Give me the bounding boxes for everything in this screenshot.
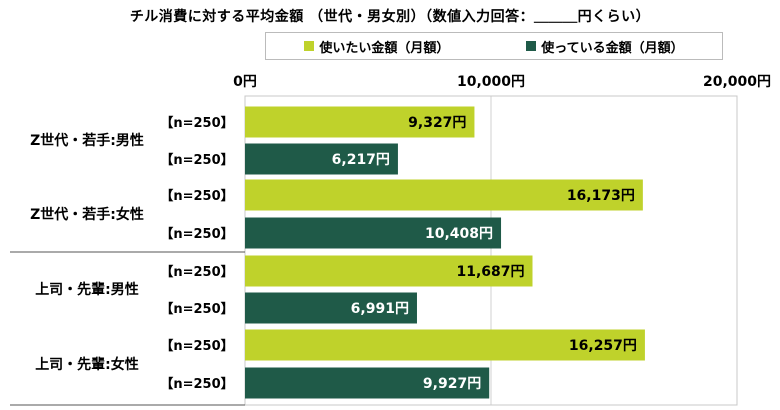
group-label: 上司・先輩:男性 xyxy=(35,281,139,298)
bar-value-label: 9,927円 xyxy=(423,376,481,392)
n-label: 【n=250】 xyxy=(160,188,233,204)
legend-label-using: 使っている金額（月額） xyxy=(541,40,684,56)
legend-item-using: 使っている金額（月額） xyxy=(526,37,684,56)
plot-frame xyxy=(244,95,738,406)
legend-label-want: 使いたい金額（月額） xyxy=(319,40,450,56)
bar xyxy=(245,329,645,361)
bar xyxy=(245,217,502,249)
legend: 使いたい金額（月額） 使っている金額（月額） xyxy=(265,32,723,60)
legend-swatch-using xyxy=(526,41,537,51)
chart-title: チル消費に対する平均金額 （世代・男女別）（数値入力回答：＿＿＿円くらい） xyxy=(129,9,651,25)
bar xyxy=(245,367,490,399)
n-label: 【n=250】 xyxy=(160,376,233,392)
n-label: 【n=250】 xyxy=(160,115,233,131)
legend-swatch-want xyxy=(304,41,315,51)
n-label: 【n=250】 xyxy=(160,301,233,317)
bar-value-label: 6,217円 xyxy=(332,152,390,168)
bar-value-label: 16,173円 xyxy=(567,188,635,204)
bar xyxy=(245,143,398,175)
bar-value-label: 10,408円 xyxy=(425,226,493,242)
group-label: Z世代・若手:男性 xyxy=(30,132,144,149)
bar xyxy=(245,106,475,138)
group-label: 上司・先輩:女性 xyxy=(35,356,139,373)
bar-value-label: 16,257円 xyxy=(569,338,637,354)
n-label: 【n=250】 xyxy=(160,264,233,280)
bar-value-label: 6,991円 xyxy=(351,301,409,317)
bar xyxy=(245,292,417,324)
bar-value-label: 9,327円 xyxy=(408,115,466,131)
bar xyxy=(245,179,643,211)
bar xyxy=(245,255,533,287)
bar-value-label: 11,687円 xyxy=(456,264,524,280)
x-tick-label: 20,000円 xyxy=(703,74,771,90)
x-tick-label: 10,000円 xyxy=(457,74,525,90)
n-label: 【n=250】 xyxy=(160,338,233,354)
x-tick-label: 0円 xyxy=(233,74,257,90)
n-label: 【n=250】 xyxy=(160,152,233,168)
group-label: Z世代・若手:女性 xyxy=(30,206,144,223)
legend-item-want: 使いたい金額（月額） xyxy=(304,37,449,56)
n-label: 【n=250】 xyxy=(160,226,233,242)
